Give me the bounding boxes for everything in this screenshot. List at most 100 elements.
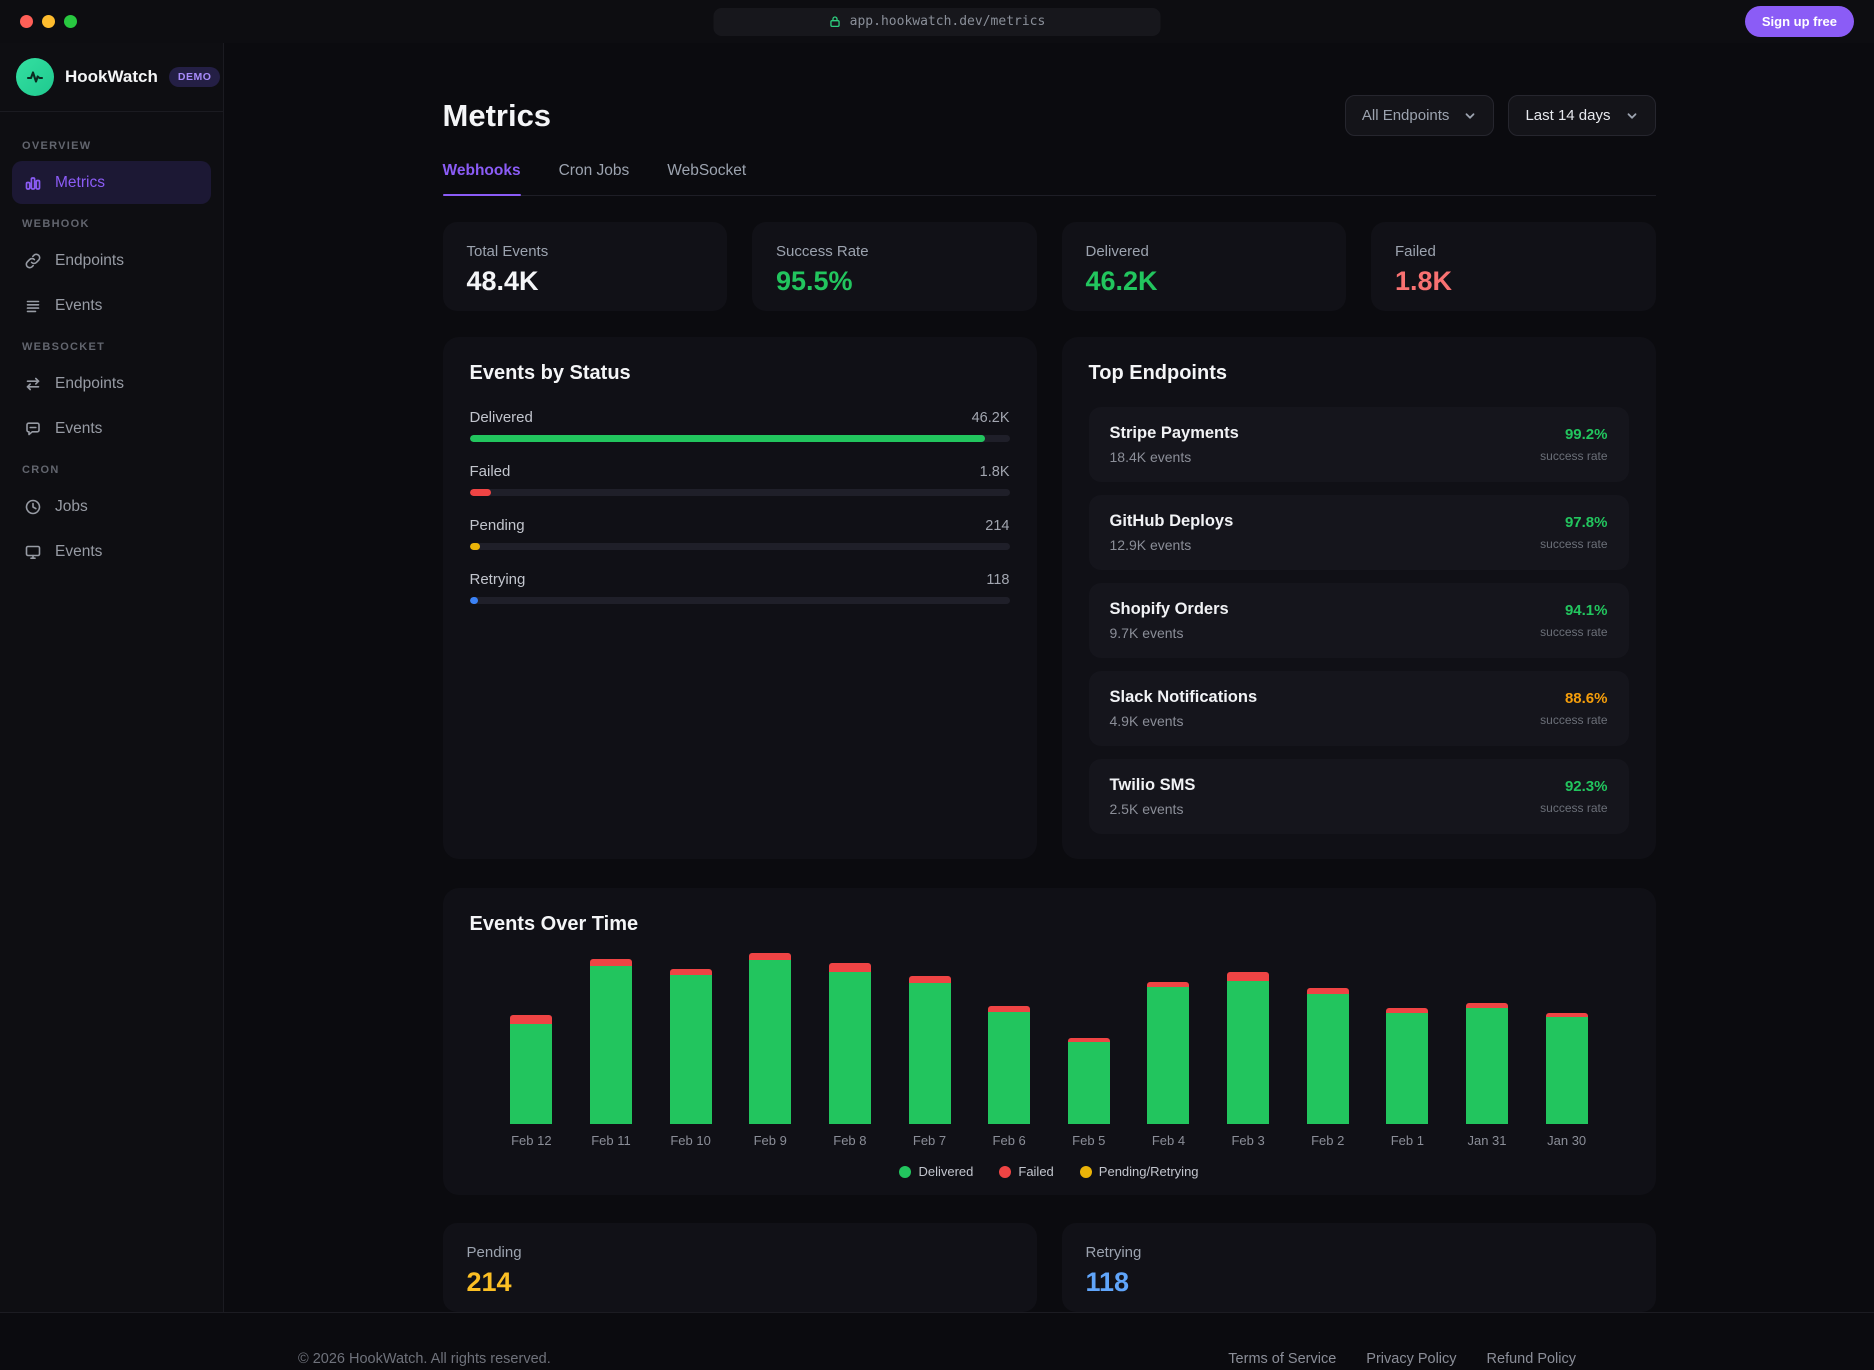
status-progress-fill — [469, 489, 492, 496]
filters: All Endpoints Last 14 days — [1344, 95, 1656, 136]
bar-jan-31 — [1447, 952, 1527, 1124]
status-value: 214 — [985, 518, 1010, 534]
demo-badge: DEMO — [168, 67, 221, 87]
endpoint-event-count: 9.7K events — [1109, 625, 1184, 641]
stat-value: 1.8K — [1395, 266, 1453, 296]
bar-failed-segment — [1147, 982, 1190, 987]
bottom-stat-card-pending: Pending 214 — [442, 1223, 1037, 1312]
chart-legend: Delivered Failed Pending/Retrying — [470, 1164, 1629, 1179]
bar-delivered-segment — [1067, 1042, 1110, 1124]
tab-websocket[interactable]: WebSocket — [667, 162, 747, 179]
legend-label: Pending/Retrying — [1098, 1164, 1199, 1179]
events-by-status-panel: Events by Status Delivered 46.2K Failed … — [442, 337, 1037, 859]
bar-failed-segment — [669, 969, 712, 975]
chart-x-label: Feb 7 — [912, 1133, 947, 1148]
sidebar-item-jobs[interactable]: Jobs — [12, 485, 211, 528]
dropdown-value: All Endpoints — [1361, 107, 1450, 124]
filter-dropdown-endpoints[interactable]: All Endpoints — [1344, 95, 1495, 136]
endpoint-success-rate: 97.8% — [1564, 514, 1608, 531]
events-over-time-panel: Events Over Time — [442, 888, 1656, 1195]
sidebar-item-label: Events — [55, 542, 103, 560]
arrows-swap-icon — [24, 375, 42, 393]
bar-delivered-segment — [1306, 994, 1349, 1124]
stat-label: Success Rate — [776, 243, 869, 260]
status-progress-fill — [469, 543, 481, 550]
chart-x-label: Feb 4 — [1151, 1133, 1186, 1148]
bar-delivered-segment — [589, 966, 632, 1124]
sidebar-item-endpoints[interactable]: Endpoints — [12, 239, 211, 282]
endpoint-row-github-deploys[interactable]: GitHub Deploys 12.9K events 97.8% succes… — [1088, 495, 1629, 570]
endpoint-row-slack-notifications[interactable]: Slack Notifications 4.9K events 88.6% su… — [1088, 671, 1629, 746]
status-label: Retrying — [469, 571, 526, 588]
stat-value: 95.5% — [776, 266, 853, 296]
endpoint-row-shopify-orders[interactable]: Shopify Orders 9.7K events 94.1% success… — [1088, 583, 1629, 658]
endpoint-rate-caption: success rate — [1540, 625, 1608, 639]
endpoint-list: Stripe Payments 18.4K events 99.2% succe… — [1088, 407, 1629, 834]
close-window-button[interactable] — [20, 15, 33, 28]
sidebar-item-label: Endpoints — [55, 374, 124, 392]
endpoint-success-rate: 92.3% — [1564, 778, 1608, 795]
footer-link-privacy-policy[interactable]: Privacy Policy — [1366, 1350, 1457, 1367]
legend-label: Delivered — [918, 1164, 974, 1179]
stat-label: Delivered — [1085, 243, 1149, 260]
chart-x-label: Feb 2 — [1311, 1133, 1345, 1148]
minimize-window-button[interactable] — [42, 15, 55, 28]
stat-label: Pending — [466, 1244, 522, 1261]
bar-failed-segment — [1386, 1008, 1429, 1013]
chart-x-label: Feb 3 — [1231, 1133, 1265, 1148]
tab-cron-jobs[interactable]: Cron Jobs — [558, 162, 630, 179]
status-row-retrying: Retrying 118 — [469, 571, 1010, 604]
address-bar[interactable]: app.hookwatch.dev/metrics — [713, 7, 1161, 36]
page-title: Metrics — [442, 97, 552, 133]
sidebar-item-endpoints[interactable]: Endpoints — [12, 362, 211, 405]
status-progress-track — [469, 489, 1010, 496]
monitor-icon — [24, 543, 42, 561]
bar-feb-10 — [651, 952, 731, 1124]
chart-x-label: Feb 12 — [511, 1133, 552, 1148]
stat-label: Retrying — [1085, 1244, 1142, 1261]
bar-feb-2 — [1288, 952, 1368, 1124]
stat-value: 118 — [1085, 1267, 1130, 1297]
endpoint-success-rate: 94.1% — [1564, 602, 1608, 619]
filter-dropdown-daterange[interactable]: Last 14 days — [1508, 95, 1656, 136]
stat-value: 214 — [466, 1267, 512, 1297]
bar-delivered-segment — [1386, 1013, 1429, 1124]
sidebar-item-metrics[interactable]: Metrics — [12, 161, 211, 204]
footer-link-refund-policy[interactable]: Refund Policy — [1486, 1350, 1576, 1367]
endpoint-row-stripe-payments[interactable]: Stripe Payments 18.4K events 99.2% succe… — [1088, 407, 1629, 482]
bar-delivered-segment — [669, 975, 712, 1124]
maximize-window-button[interactable] — [64, 15, 77, 28]
brand-name: HookWatch — [65, 67, 158, 86]
window-controls[interactable] — [20, 15, 77, 28]
nav-section-label: CRON — [22, 464, 60, 476]
bar-feb-5 — [1049, 952, 1129, 1124]
endpoint-name: GitHub Deploys — [1109, 512, 1234, 530]
endpoint-name: Twilio SMS — [1109, 776, 1196, 794]
status-label: Pending — [469, 517, 525, 534]
status-row-delivered: Delivered 46.2K — [469, 409, 1010, 442]
legend-dot — [899, 1165, 912, 1178]
chevron-down-icon — [1625, 109, 1639, 123]
stat-card-total-events: Total Events 48.4K — [442, 222, 727, 311]
legend-item-failed: Failed — [999, 1164, 1054, 1179]
sidebar-item-events[interactable]: Events — [12, 530, 211, 573]
top-endpoints-title: Top Endpoints — [1088, 362, 1228, 384]
chart-x-label: Jan 30 — [1547, 1133, 1587, 1148]
bar-jan-30 — [1527, 952, 1607, 1124]
chart-x-label: Feb 5 — [1072, 1133, 1106, 1148]
chart-x-label: Feb 9 — [753, 1133, 787, 1148]
sidebar-item-events[interactable]: Events — [12, 407, 211, 450]
footer-link-terms-of-service[interactable]: Terms of Service — [1228, 1350, 1337, 1367]
sidebar-item-label: Jobs — [55, 497, 88, 515]
bar-delivered-segment — [828, 972, 871, 1124]
lock-icon — [829, 15, 842, 28]
stat-card-success-rate: Success Rate 95.5% — [752, 222, 1037, 311]
top-endpoints-panel: Top Endpoints Stripe Payments 18.4K even… — [1061, 337, 1656, 859]
sign-up-button[interactable]: Sign up free — [1744, 6, 1854, 37]
status-value: 46.2K — [971, 410, 1010, 426]
bar-failed-segment — [908, 976, 951, 983]
sidebar-item-events[interactable]: Events — [12, 284, 211, 327]
legend-item-pending-retrying: Pending/Retrying — [1079, 1164, 1199, 1179]
endpoint-row-twilio-sms[interactable]: Twilio SMS 2.5K events 92.3% success rat… — [1088, 759, 1629, 834]
tab-webhooks[interactable]: Webhooks — [442, 162, 521, 196]
